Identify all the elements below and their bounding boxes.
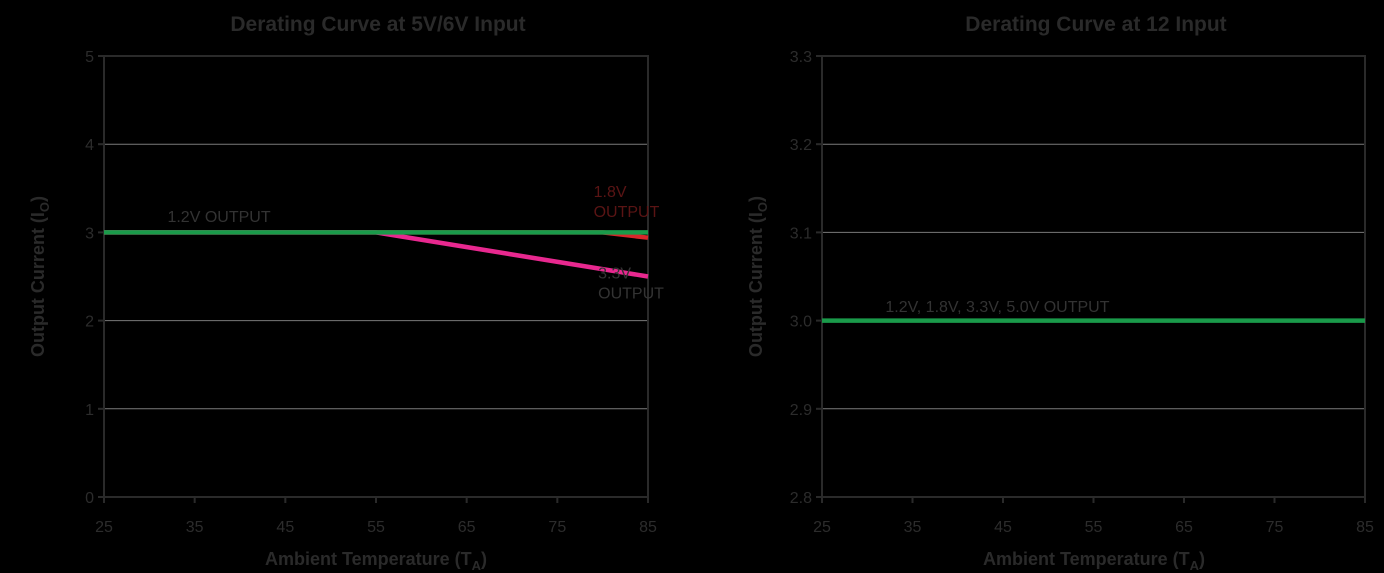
x-axis-label-main: Ambient Temperature (T: [983, 549, 1190, 569]
x-axis-label: Ambient Temperature (TA): [983, 549, 1205, 573]
y-tick-label: 3.2: [790, 137, 812, 154]
plot-frame: [103, 55, 649, 498]
x-tick-label: 25: [95, 519, 113, 536]
y-tick-label: 0: [85, 490, 94, 507]
y-axis-label: Output Current (IO): [28, 196, 52, 357]
y-axis-label: Output Current (IO): [746, 196, 770, 357]
chart-title: Derating Curve at 12 Input: [965, 13, 1226, 36]
plot-frame: [821, 55, 1366, 498]
y-axis-label-end: ): [746, 196, 766, 202]
x-tick-label: 45: [276, 519, 294, 536]
series-annotation: 3.3V OUTPUT: [598, 265, 664, 302]
x-tick-label: 85: [1356, 519, 1374, 536]
x-tick-label: 75: [548, 519, 566, 536]
y-tick-label: 3.3: [790, 49, 812, 66]
annotation-line: 1.2V OUTPUT: [167, 209, 270, 226]
series-annotation: 1.8V OUTPUT: [594, 184, 660, 221]
y-axis-label-end: ): [28, 196, 48, 202]
annotation-line: 3.3V: [598, 265, 631, 282]
y-tick-label: 3.1: [790, 225, 812, 242]
annotation-line: OUTPUT: [594, 204, 660, 221]
chart-title: Derating Curve at 5V/6V Input: [230, 13, 525, 36]
y-tick-label: 4: [85, 137, 94, 154]
y-axis-label-main: Output Current (I: [746, 212, 766, 357]
x-tick-label: 85: [639, 519, 657, 536]
x-tick-label: 75: [1266, 519, 1284, 536]
x-axis-label-sub: A: [472, 558, 482, 573]
annotation-line: 1.2V, 1.8V, 3.3V, 5.0V OUTPUT: [885, 299, 1109, 316]
x-tick-label: 45: [994, 519, 1012, 536]
x-tick-label: 25: [813, 519, 831, 536]
series-annotation: 1.2V OUTPUT: [167, 209, 270, 226]
y-axis-label-main: Output Current (I: [28, 212, 48, 357]
y-tick-label: 3.0: [790, 314, 812, 331]
y-tick-label: 3: [85, 225, 94, 242]
y-tick-label: 2: [85, 314, 94, 331]
y-tick-label: 5: [85, 49, 94, 66]
y-tick-label: 2.9: [790, 402, 812, 419]
annotation-line: 1.8V: [594, 184, 627, 201]
series-line-1: [104, 230, 649, 279]
x-tick-label: 35: [186, 519, 204, 536]
y-axis-label-sub: O: [755, 202, 770, 212]
x-tick-label: 65: [458, 519, 476, 536]
x-axis-label: Ambient Temperature (TA): [265, 549, 487, 573]
series-annotation: 1.2V, 1.8V, 3.3V, 5.0V OUTPUT: [885, 299, 1109, 316]
y-axis-label-sub: O: [37, 202, 52, 212]
chart-12-input: Derating Curve at 12 Input 2.8 2.9 3.0 3.1 3.…: [746, 13, 1374, 573]
x-axis-label-end: ): [1199, 549, 1205, 569]
x-tick-label: 55: [1085, 519, 1103, 536]
annotation-line: OUTPUT: [598, 285, 664, 302]
x-axis-label-end: ): [481, 549, 487, 569]
x-axis-label-main: Ambient Temperature (T: [265, 549, 472, 569]
x-axis-label-sub: A: [1190, 558, 1200, 573]
x-tick-label: 55: [367, 519, 385, 536]
y-tick-label: 1: [85, 402, 94, 419]
x-tick-label: 65: [1175, 519, 1193, 536]
y-tick-label: 2.8: [790, 490, 812, 507]
x-tick-label: 35: [904, 519, 922, 536]
